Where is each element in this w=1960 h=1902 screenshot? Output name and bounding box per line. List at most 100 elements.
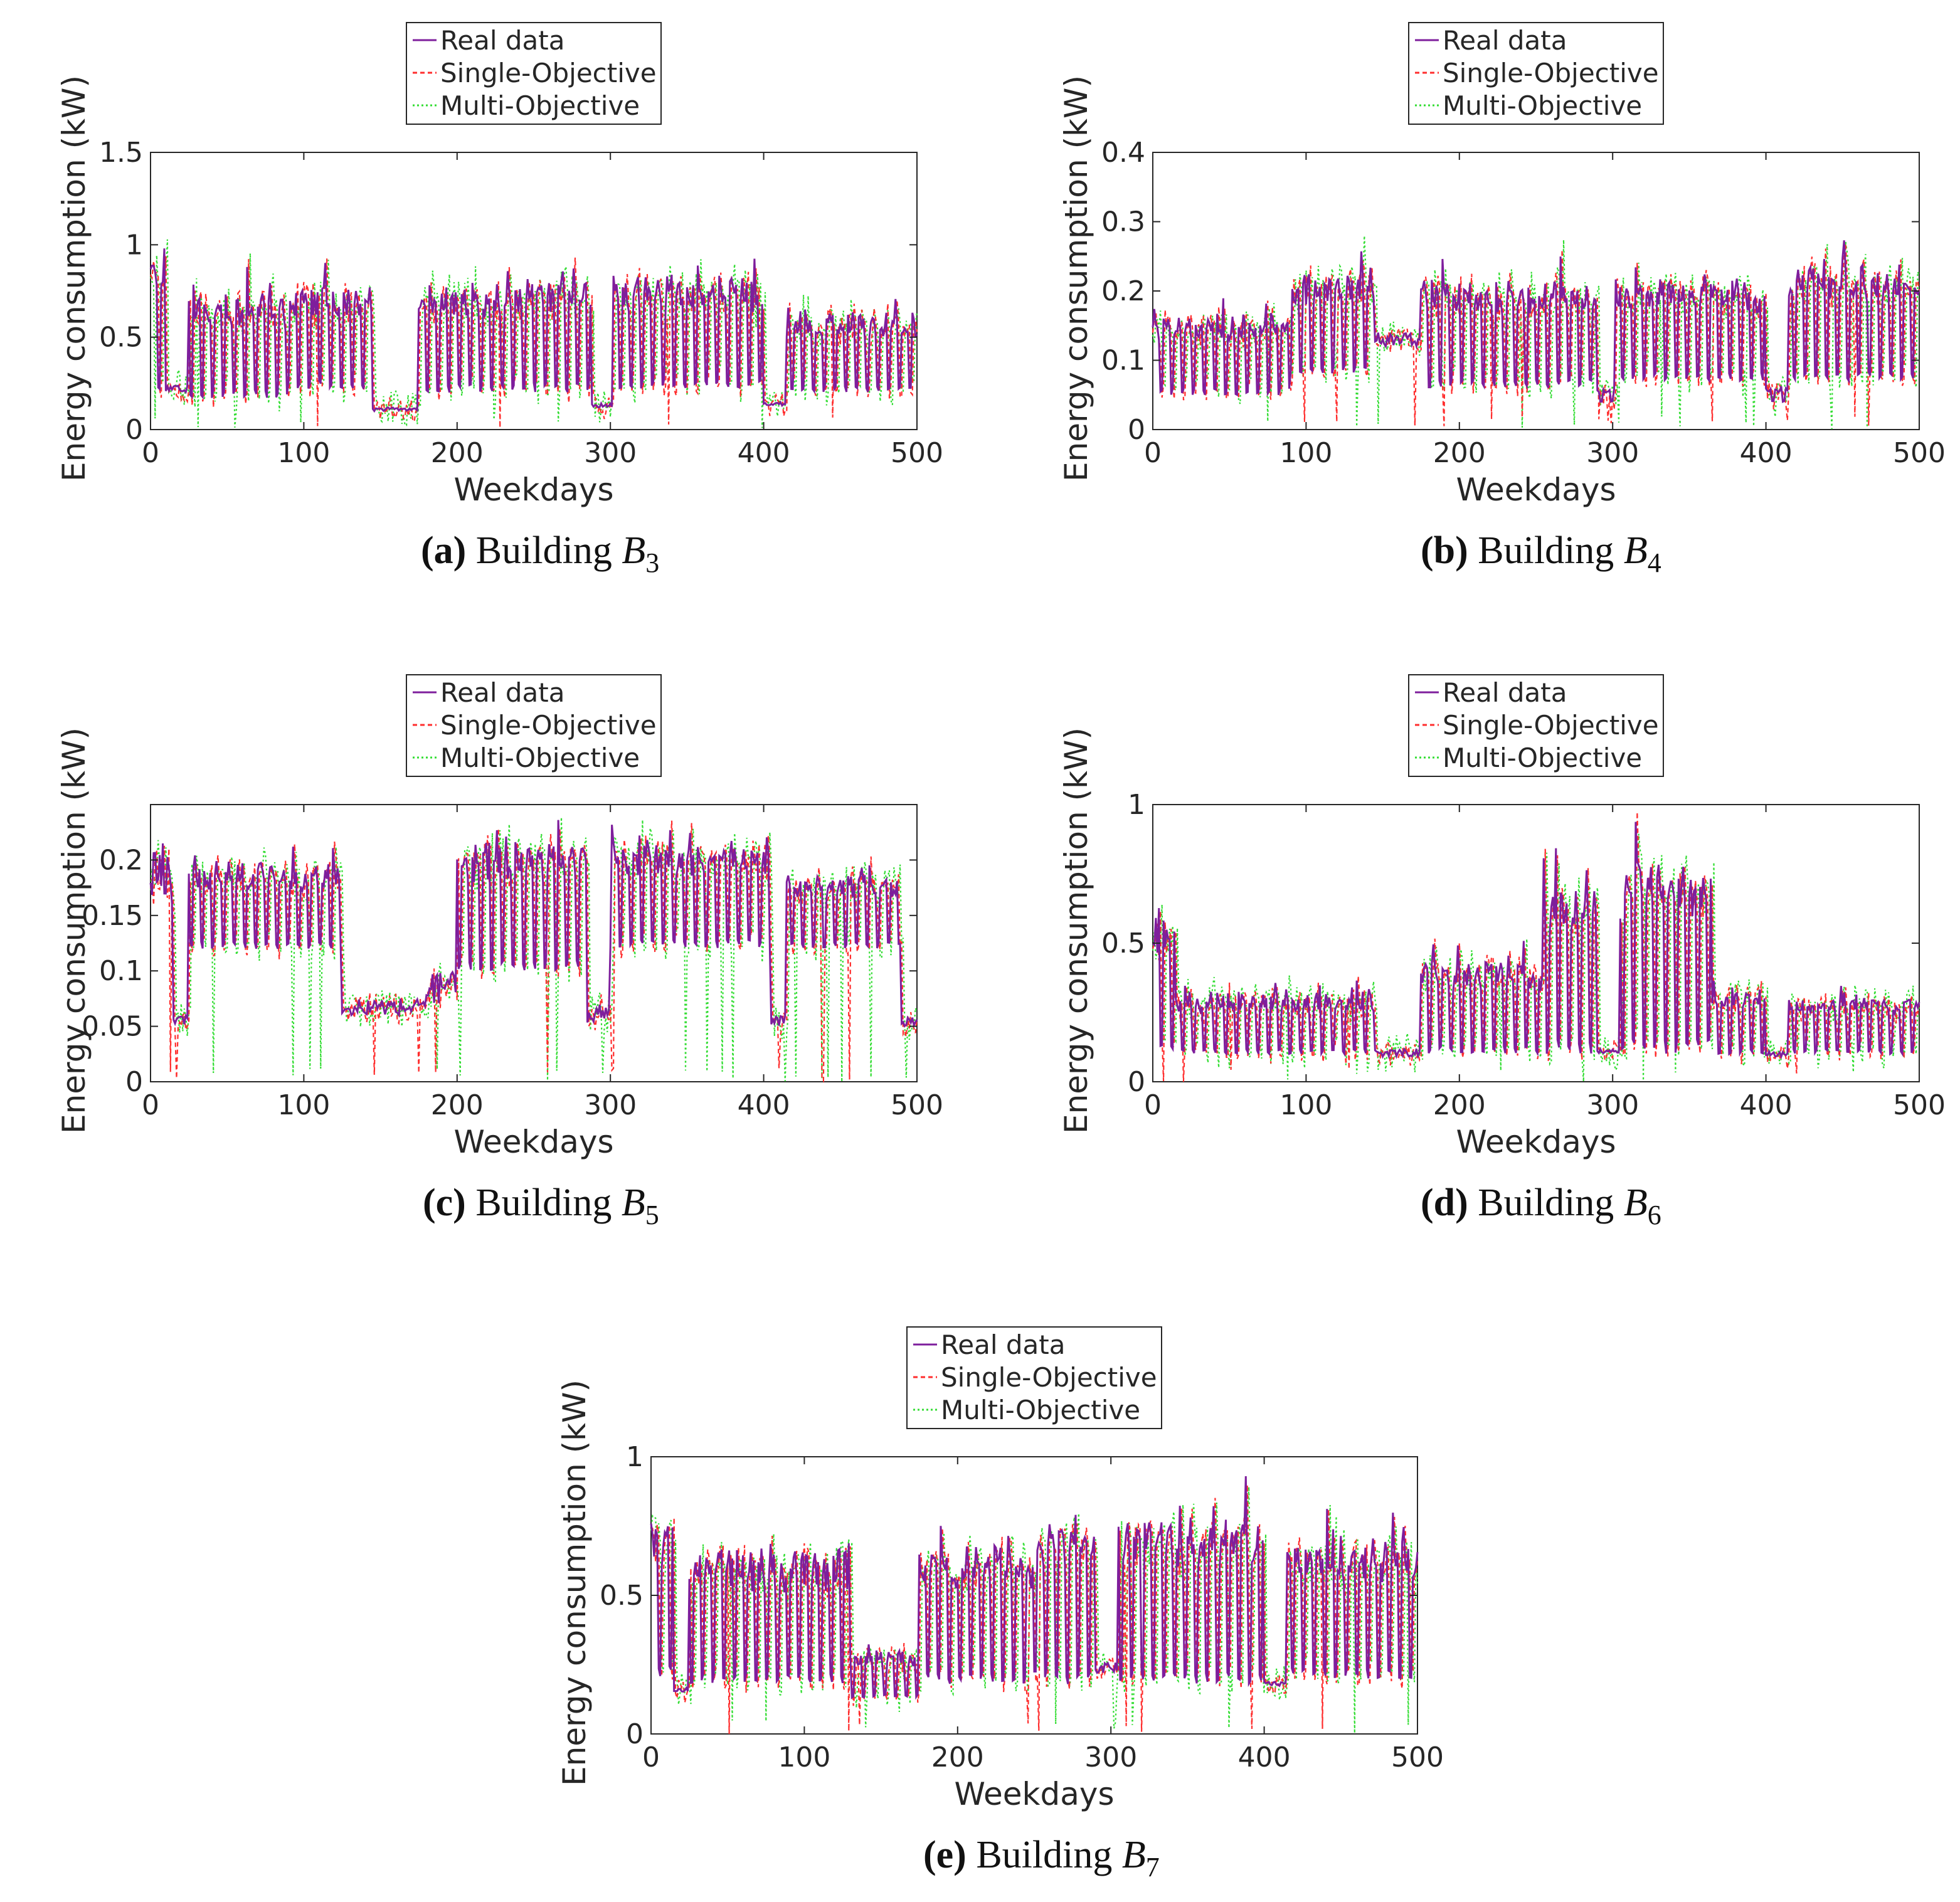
legend-box-c xyxy=(406,674,662,777)
x-tick-label: 100 xyxy=(277,437,330,469)
x-axis-label: Weekdays xyxy=(1456,472,1616,508)
series-line-single-objective-e xyxy=(650,1484,1419,1735)
legend-label-series-single-objective: Single-Objective xyxy=(1443,58,1659,88)
legend-label-series-single-objective: Single-Objective xyxy=(1443,710,1659,741)
caption-b: (b) Building B4 xyxy=(1421,529,1661,578)
x-tick-label: 300 xyxy=(1586,437,1639,469)
y-tick-label: 0.1 xyxy=(1101,345,1145,377)
series-line-single-objective-c xyxy=(149,820,918,1083)
caption-letter: (d) xyxy=(1421,1181,1468,1224)
x-tick-label: 0 xyxy=(642,1741,660,1773)
caption-letter: (a) xyxy=(421,529,466,572)
caption-building-subscript: 4 xyxy=(1648,547,1661,578)
caption-text: Building xyxy=(1468,1181,1624,1224)
legend-label-series-multi-objective: Multi-Objective xyxy=(1443,742,1642,773)
y-tick-label: 0.2 xyxy=(99,844,143,876)
legend-label-series-real-data: Real data xyxy=(440,25,565,56)
x-tick-label: 100 xyxy=(1279,437,1332,469)
x-tick-label: 100 xyxy=(778,1741,830,1773)
y-tick-label: 0.5 xyxy=(600,1580,644,1612)
legend-label-series-multi-objective: Multi-Objective xyxy=(440,90,640,121)
x-axis-label: Weekdays xyxy=(1456,1124,1616,1160)
y-axis-label: Energy consumption (kW) xyxy=(1058,75,1094,482)
chart-panel-a: 0 100 200 300 400 500 0 0.5 1 1.5 Weekdays Energy c… xyxy=(56,22,943,578)
x-tick-label: 200 xyxy=(931,1741,984,1773)
x-tick-label: 0 xyxy=(1144,437,1162,469)
series-line-real-data-c xyxy=(149,820,918,1028)
legend-label-series-multi-objective: Multi-Objective xyxy=(440,742,640,773)
y-tick-label: 0.5 xyxy=(99,322,143,354)
x-tick-label: 300 xyxy=(584,1089,637,1121)
x-tick-label: 400 xyxy=(1740,1089,1793,1121)
y-axis-label: Energy consumption (kW) xyxy=(56,75,92,482)
chart-panel-d: 0 100 200 300 400 500 0 0.5 1 Weekdays Energy cons… xyxy=(1058,674,1946,1230)
legend-label-series-single-objective: Single-Objective xyxy=(440,710,657,741)
x-tick-label: 300 xyxy=(584,437,637,469)
x-tick-label: 300 xyxy=(1084,1741,1137,1773)
y-tick-label: 1 xyxy=(125,229,143,261)
legend-label-series-real-data: Real data xyxy=(1443,677,1567,708)
y-tick-label: 1 xyxy=(1128,789,1145,821)
x-tick-label: 200 xyxy=(1433,1089,1486,1121)
series-line-real-data-a xyxy=(149,248,918,413)
chart-panel-b: 0 100 200 300 400 500 0 0.1 0.2 0.3 0.4 Weekdays Ene… xyxy=(1058,22,1946,578)
legend-box-b xyxy=(1408,22,1664,125)
caption-e: (e) Building B7 xyxy=(923,1834,1160,1883)
legend-box-a xyxy=(406,22,662,125)
caption-building-variable: B xyxy=(1122,1834,1146,1876)
x-tick-label: 300 xyxy=(1586,1089,1639,1121)
legend-label-series-real-data: Real data xyxy=(1443,25,1567,56)
x-tick-label: 100 xyxy=(1279,1089,1332,1121)
x-tick-label: 400 xyxy=(1238,1741,1291,1773)
series-line-real-data-e xyxy=(650,1476,1419,1700)
legend-box-d xyxy=(1408,674,1664,777)
caption-text: Building xyxy=(466,529,622,572)
y-axis-label: Energy consumption (kW) xyxy=(1058,727,1094,1134)
y-tick-label: 0 xyxy=(125,1066,143,1098)
x-tick-label: 200 xyxy=(1433,437,1486,469)
y-axis-label: Energy consumption (kW) xyxy=(556,1380,593,1786)
chart-panel-e: 0 100 200 300 400 500 0 0.5 1 Weekdays Energy cons… xyxy=(556,1326,1444,1883)
y-tick-label: 0 xyxy=(125,414,143,446)
x-tick-label: 100 xyxy=(277,1089,330,1121)
y-tick-label: 0.5 xyxy=(1101,927,1145,959)
caption-a: (a) Building B3 xyxy=(421,529,659,578)
legend-label-series-multi-objective: Multi-Objective xyxy=(941,1395,1140,1425)
x-tick-label: 500 xyxy=(1893,437,1946,469)
caption-building-variable: B xyxy=(622,1181,645,1224)
legend-label-series-real-data: Real data xyxy=(440,677,565,708)
caption-building-subscript: 6 xyxy=(1648,1200,1661,1230)
y-tick-label: 0.15 xyxy=(82,900,143,932)
caption-letter: (b) xyxy=(1421,529,1468,572)
caption-c: (c) Building B5 xyxy=(423,1181,659,1230)
caption-building-subscript: 5 xyxy=(645,1200,659,1230)
caption-text: Building xyxy=(466,1181,622,1224)
caption-building-subscript: 7 xyxy=(1146,1852,1160,1883)
y-tick-label: 0.4 xyxy=(1101,137,1145,169)
x-tick-label: 500 xyxy=(891,437,943,469)
x-axis-label: Weekdays xyxy=(453,1124,613,1160)
caption-d: (d) Building B6 xyxy=(1421,1181,1661,1230)
series-line-real-data-d xyxy=(1152,822,1920,1060)
y-tick-label: 0.3 xyxy=(1101,206,1145,238)
y-tick-label: 0 xyxy=(1128,1066,1145,1098)
legend-label-series-real-data: Real data xyxy=(941,1329,1066,1360)
legend-label-series-single-objective: Single-Objective xyxy=(440,58,657,88)
x-tick-label: 400 xyxy=(738,1089,790,1121)
y-axis-label: Energy consumption (kW) xyxy=(56,727,92,1134)
caption-letter: (e) xyxy=(923,1834,967,1876)
legend-label-series-single-objective: Single-Objective xyxy=(941,1362,1157,1393)
x-tick-label: 200 xyxy=(431,437,484,469)
x-tick-label: 500 xyxy=(1391,1741,1444,1773)
series-line-single-objective-d xyxy=(1152,811,1920,1082)
caption-text: Building xyxy=(967,1834,1122,1876)
x-tick-label: 400 xyxy=(1740,437,1793,469)
y-tick-label: 0.05 xyxy=(82,1011,143,1043)
caption-text: Building xyxy=(1468,529,1624,572)
y-tick-label: 0.2 xyxy=(1101,275,1145,307)
x-tick-label: 400 xyxy=(738,437,790,469)
caption-building-variable: B xyxy=(622,529,645,572)
x-axis-label: Weekdays xyxy=(954,1776,1114,1812)
x-tick-label: 200 xyxy=(431,1089,484,1121)
